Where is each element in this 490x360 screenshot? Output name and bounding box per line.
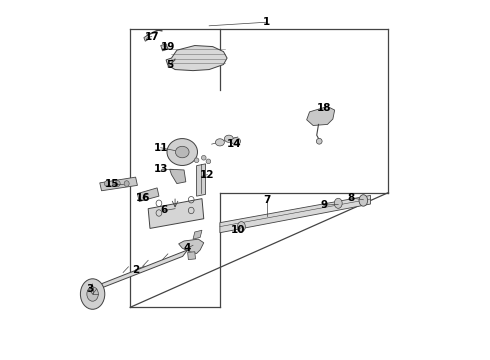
- Polygon shape: [144, 35, 150, 41]
- Polygon shape: [161, 44, 168, 51]
- Text: 4: 4: [184, 243, 191, 253]
- Text: 3: 3: [86, 284, 94, 294]
- Text: 13: 13: [153, 164, 168, 174]
- Ellipse shape: [124, 181, 129, 186]
- Text: 14: 14: [227, 139, 242, 149]
- Ellipse shape: [359, 195, 368, 206]
- Text: 16: 16: [136, 193, 150, 203]
- Text: 1: 1: [263, 17, 270, 27]
- Text: 2: 2: [132, 265, 139, 275]
- Polygon shape: [95, 250, 188, 291]
- Polygon shape: [148, 199, 204, 228]
- Text: 12: 12: [200, 170, 215, 180]
- Ellipse shape: [115, 181, 120, 186]
- Polygon shape: [307, 107, 335, 126]
- Polygon shape: [170, 169, 186, 184]
- Text: 7: 7: [263, 195, 270, 205]
- Ellipse shape: [216, 139, 224, 146]
- Ellipse shape: [201, 156, 206, 160]
- Ellipse shape: [175, 146, 189, 158]
- Text: 11: 11: [153, 143, 168, 153]
- Polygon shape: [137, 188, 159, 202]
- Ellipse shape: [206, 159, 211, 164]
- Text: 9: 9: [320, 200, 327, 210]
- Polygon shape: [179, 239, 204, 253]
- Ellipse shape: [238, 222, 245, 231]
- Polygon shape: [196, 164, 205, 196]
- Text: 6: 6: [161, 206, 168, 216]
- Polygon shape: [193, 230, 202, 239]
- Text: 17: 17: [145, 32, 159, 41]
- Text: 18: 18: [317, 103, 331, 113]
- Ellipse shape: [104, 181, 109, 186]
- Polygon shape: [188, 252, 196, 260]
- Text: 19: 19: [161, 42, 175, 52]
- Text: 10: 10: [231, 225, 245, 235]
- Text: 5: 5: [166, 60, 173, 70]
- Polygon shape: [166, 45, 227, 71]
- Text: 15: 15: [105, 179, 120, 189]
- Ellipse shape: [194, 158, 199, 163]
- Polygon shape: [100, 177, 137, 191]
- Ellipse shape: [224, 135, 233, 142]
- Ellipse shape: [317, 138, 322, 144]
- Polygon shape: [220, 195, 370, 233]
- Ellipse shape: [334, 198, 342, 208]
- Ellipse shape: [232, 138, 241, 145]
- Ellipse shape: [80, 279, 105, 309]
- Ellipse shape: [167, 139, 197, 166]
- Ellipse shape: [87, 287, 98, 301]
- Text: 8: 8: [347, 193, 354, 203]
